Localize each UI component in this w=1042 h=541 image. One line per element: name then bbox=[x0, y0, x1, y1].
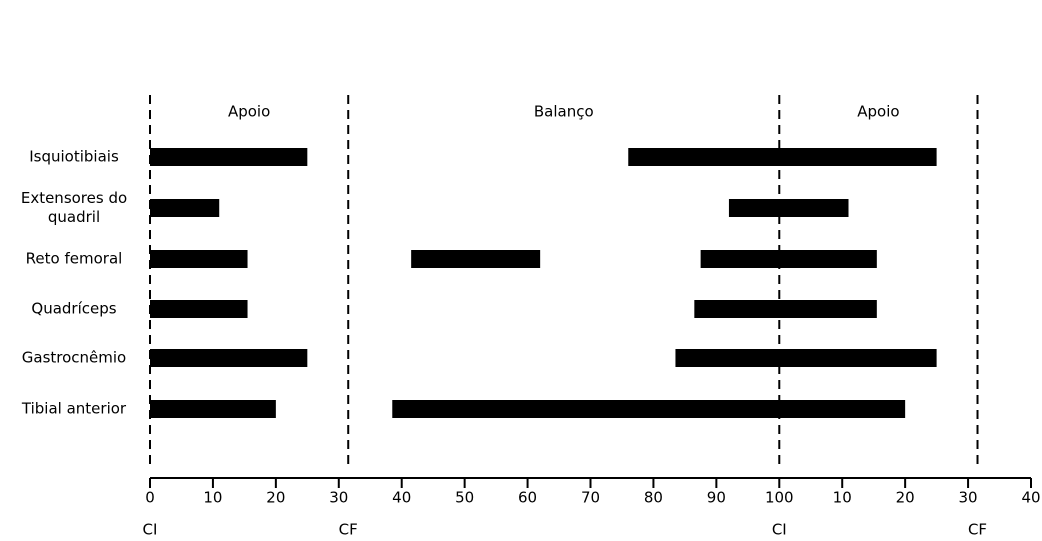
x-tick-label: 70 bbox=[581, 489, 600, 507]
bar bbox=[150, 250, 248, 268]
phase-label: Apoio bbox=[228, 103, 270, 121]
page: 0 10 20 30 40 50 60 70 80 90 100 10 20 30 40 CI CF CI CF Ap… bbox=[0, 0, 1042, 541]
x-tick-label: 10 bbox=[833, 489, 852, 507]
category-label: Quadríceps bbox=[4, 300, 144, 319]
x-tick-label: 20 bbox=[266, 489, 285, 507]
x-tick-label: 80 bbox=[644, 489, 663, 507]
x-tick-label: 20 bbox=[896, 489, 915, 507]
x-tick-label: 100 bbox=[765, 489, 794, 507]
phase-label: Balanço bbox=[534, 103, 594, 121]
marker-label: CI bbox=[143, 521, 158, 539]
category-label: Isquiotibiais bbox=[4, 148, 144, 167]
x-tick-label: 40 bbox=[392, 489, 411, 507]
bar bbox=[150, 148, 307, 166]
bar bbox=[675, 349, 936, 367]
category-label: Gastrocnêmio bbox=[4, 349, 144, 368]
bar bbox=[150, 300, 248, 318]
category-label: Reto femoral bbox=[4, 250, 144, 269]
bar bbox=[701, 250, 877, 268]
x-tick-label: 90 bbox=[707, 489, 726, 507]
x-tick-label: 60 bbox=[518, 489, 537, 507]
bar bbox=[694, 300, 876, 318]
x-tick-label: 30 bbox=[329, 489, 348, 507]
bar bbox=[392, 400, 905, 418]
x-tick-label: 0 bbox=[145, 489, 155, 507]
marker-label: CI bbox=[772, 521, 787, 539]
bar bbox=[150, 349, 307, 367]
x-tick-label: 50 bbox=[455, 489, 474, 507]
bar bbox=[150, 400, 276, 418]
category-label: Extensores do quadril bbox=[4, 189, 144, 227]
bar bbox=[150, 199, 219, 217]
chart: 0 10 20 30 40 50 60 70 80 90 100 10 20 30 40 CI CF CI CF Ap… bbox=[0, 0, 1042, 541]
x-tick-label: 10 bbox=[203, 489, 222, 507]
x-tick-label: 30 bbox=[959, 489, 978, 507]
bar bbox=[729, 199, 849, 217]
x-tick-label: 40 bbox=[1021, 489, 1040, 507]
bar bbox=[628, 148, 936, 166]
marker-label: CF bbox=[339, 521, 358, 539]
category-label: Tibial anterior bbox=[4, 400, 144, 419]
bar bbox=[411, 250, 540, 268]
marker-label: CF bbox=[968, 521, 987, 539]
phase-label: Apoio bbox=[857, 103, 899, 121]
